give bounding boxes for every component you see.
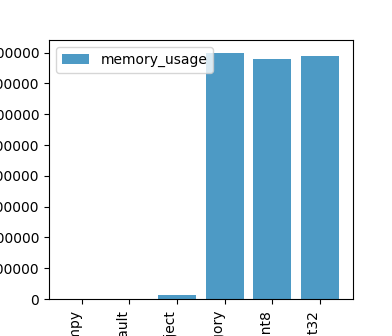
Legend: memory_usage: memory_usage (56, 47, 213, 73)
Bar (206, 53, 244, 299)
Bar (253, 59, 291, 299)
Bar (158, 295, 196, 299)
Bar (301, 56, 339, 299)
